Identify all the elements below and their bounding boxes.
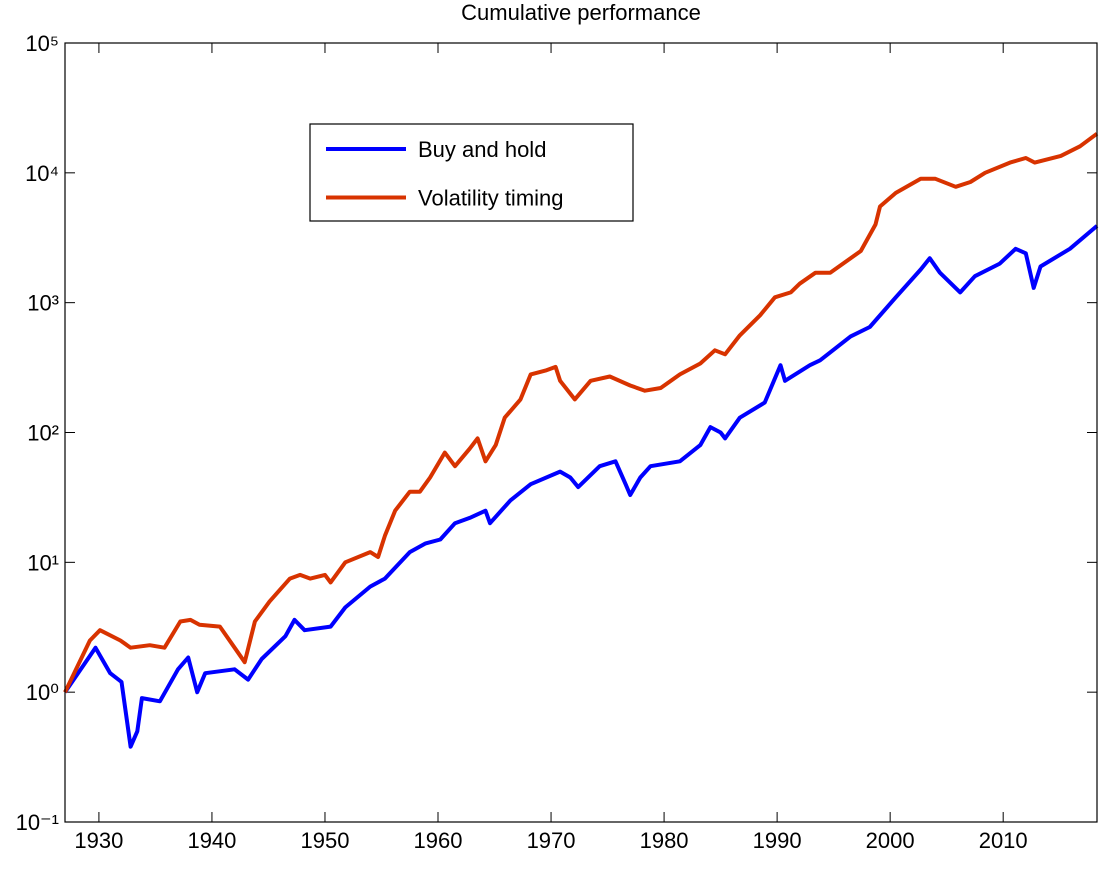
series-line [63, 132, 1099, 694]
y-tick-label: 10¹ [27, 550, 59, 575]
legend-label: Volatility timing [418, 186, 564, 211]
y-tick-label: 10² [27, 421, 59, 446]
legend-box [309, 123, 634, 222]
y-tick-label: 10⁰ [26, 680, 59, 705]
y-tick-label: 10⁻¹ [16, 810, 59, 835]
x-tick-label: 1960 [414, 828, 463, 853]
x-tick-label: 2010 [979, 828, 1028, 853]
chart-title: Cumulative performance [461, 0, 701, 25]
x-tick-label: 1940 [187, 828, 236, 853]
x-tick-label: 2000 [866, 828, 915, 853]
legend-label: Buy and hold [418, 137, 546, 162]
plot-frame [64, 42, 1098, 823]
y-tick-label: 10⁵ [25, 31, 59, 56]
x-tick-label: 1980 [640, 828, 689, 853]
series-line [63, 224, 1099, 749]
y-tick-label: 10⁴ [25, 161, 59, 186]
x-tick-label: 1950 [301, 828, 350, 853]
x-tick-label: 1930 [74, 828, 123, 853]
x-tick-label: 1970 [527, 828, 576, 853]
y-tick-label: 10³ [27, 291, 59, 316]
x-tick-label: 1990 [753, 828, 802, 853]
